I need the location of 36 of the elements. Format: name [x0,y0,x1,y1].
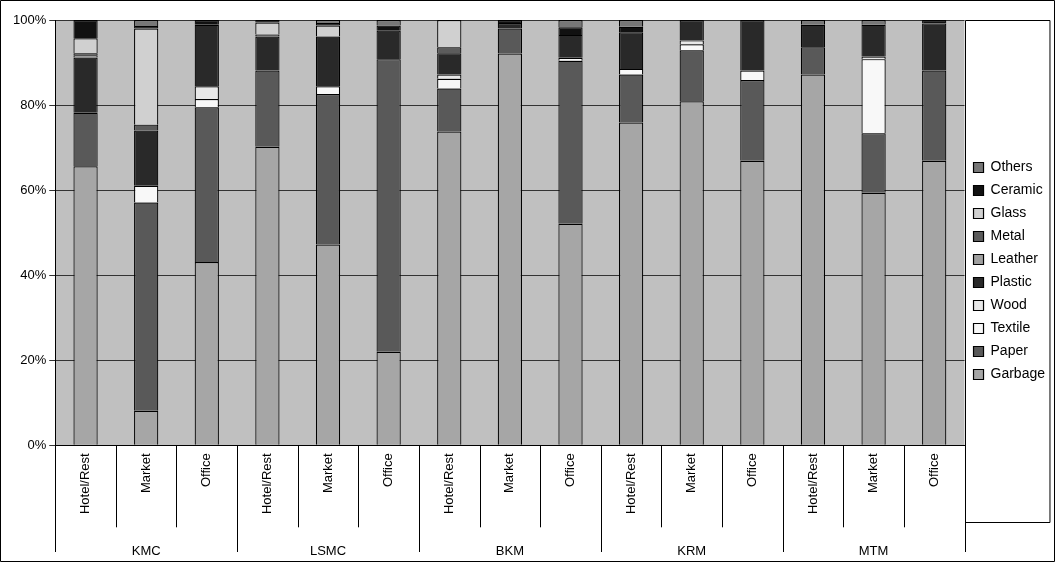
x-tick-label: Office [743,453,759,488]
text: KRM [677,542,707,558]
x-tick-label: Market [319,452,335,494]
y-tick-label: 40% [20,266,47,282]
y-tick-label: 60% [20,181,47,197]
legend-label: Textile [990,319,1031,336]
x-tick-label: Hotel/Rest [77,452,93,515]
legend-label: Metal [990,227,1025,244]
legend-label: Ceramic [990,181,1043,198]
x-tick-label: Office [198,453,214,488]
legend-label: Plastic [990,273,1032,290]
legend-label: Paper [990,342,1029,359]
x-tick-label: Market [137,452,153,494]
y-tick-label: 0% [27,436,47,452]
text: MTM [858,542,889,558]
x-tick-label: Office [380,453,396,488]
y-tick-label: 100% [13,11,47,27]
text: KMC [131,542,161,558]
y-tick-label: 80% [20,96,47,112]
legend-label: Garbage [990,365,1046,382]
x-tick-label: Market [501,452,517,494]
x-tick-label: Hotel/Rest [622,452,638,515]
x-tick-label: Market [865,452,881,494]
legend-label: Leather [990,250,1039,267]
x-tick-label: Hotel/Rest [258,452,274,515]
legend-label: Wood [990,296,1027,313]
y-tick-label: 20% [20,351,47,367]
legend-label: Others [990,158,1033,175]
legend-label: Glass [990,204,1027,221]
text: LSMC [309,542,347,558]
text: BKM [495,542,524,558]
x-tick-label: Market [683,452,699,494]
x-tick-label: Office [925,453,941,488]
x-tick-label: Hotel/Rest [440,452,456,515]
x-tick-label: Hotel/Rest [804,452,820,515]
x-tick-label: Office [562,453,578,488]
